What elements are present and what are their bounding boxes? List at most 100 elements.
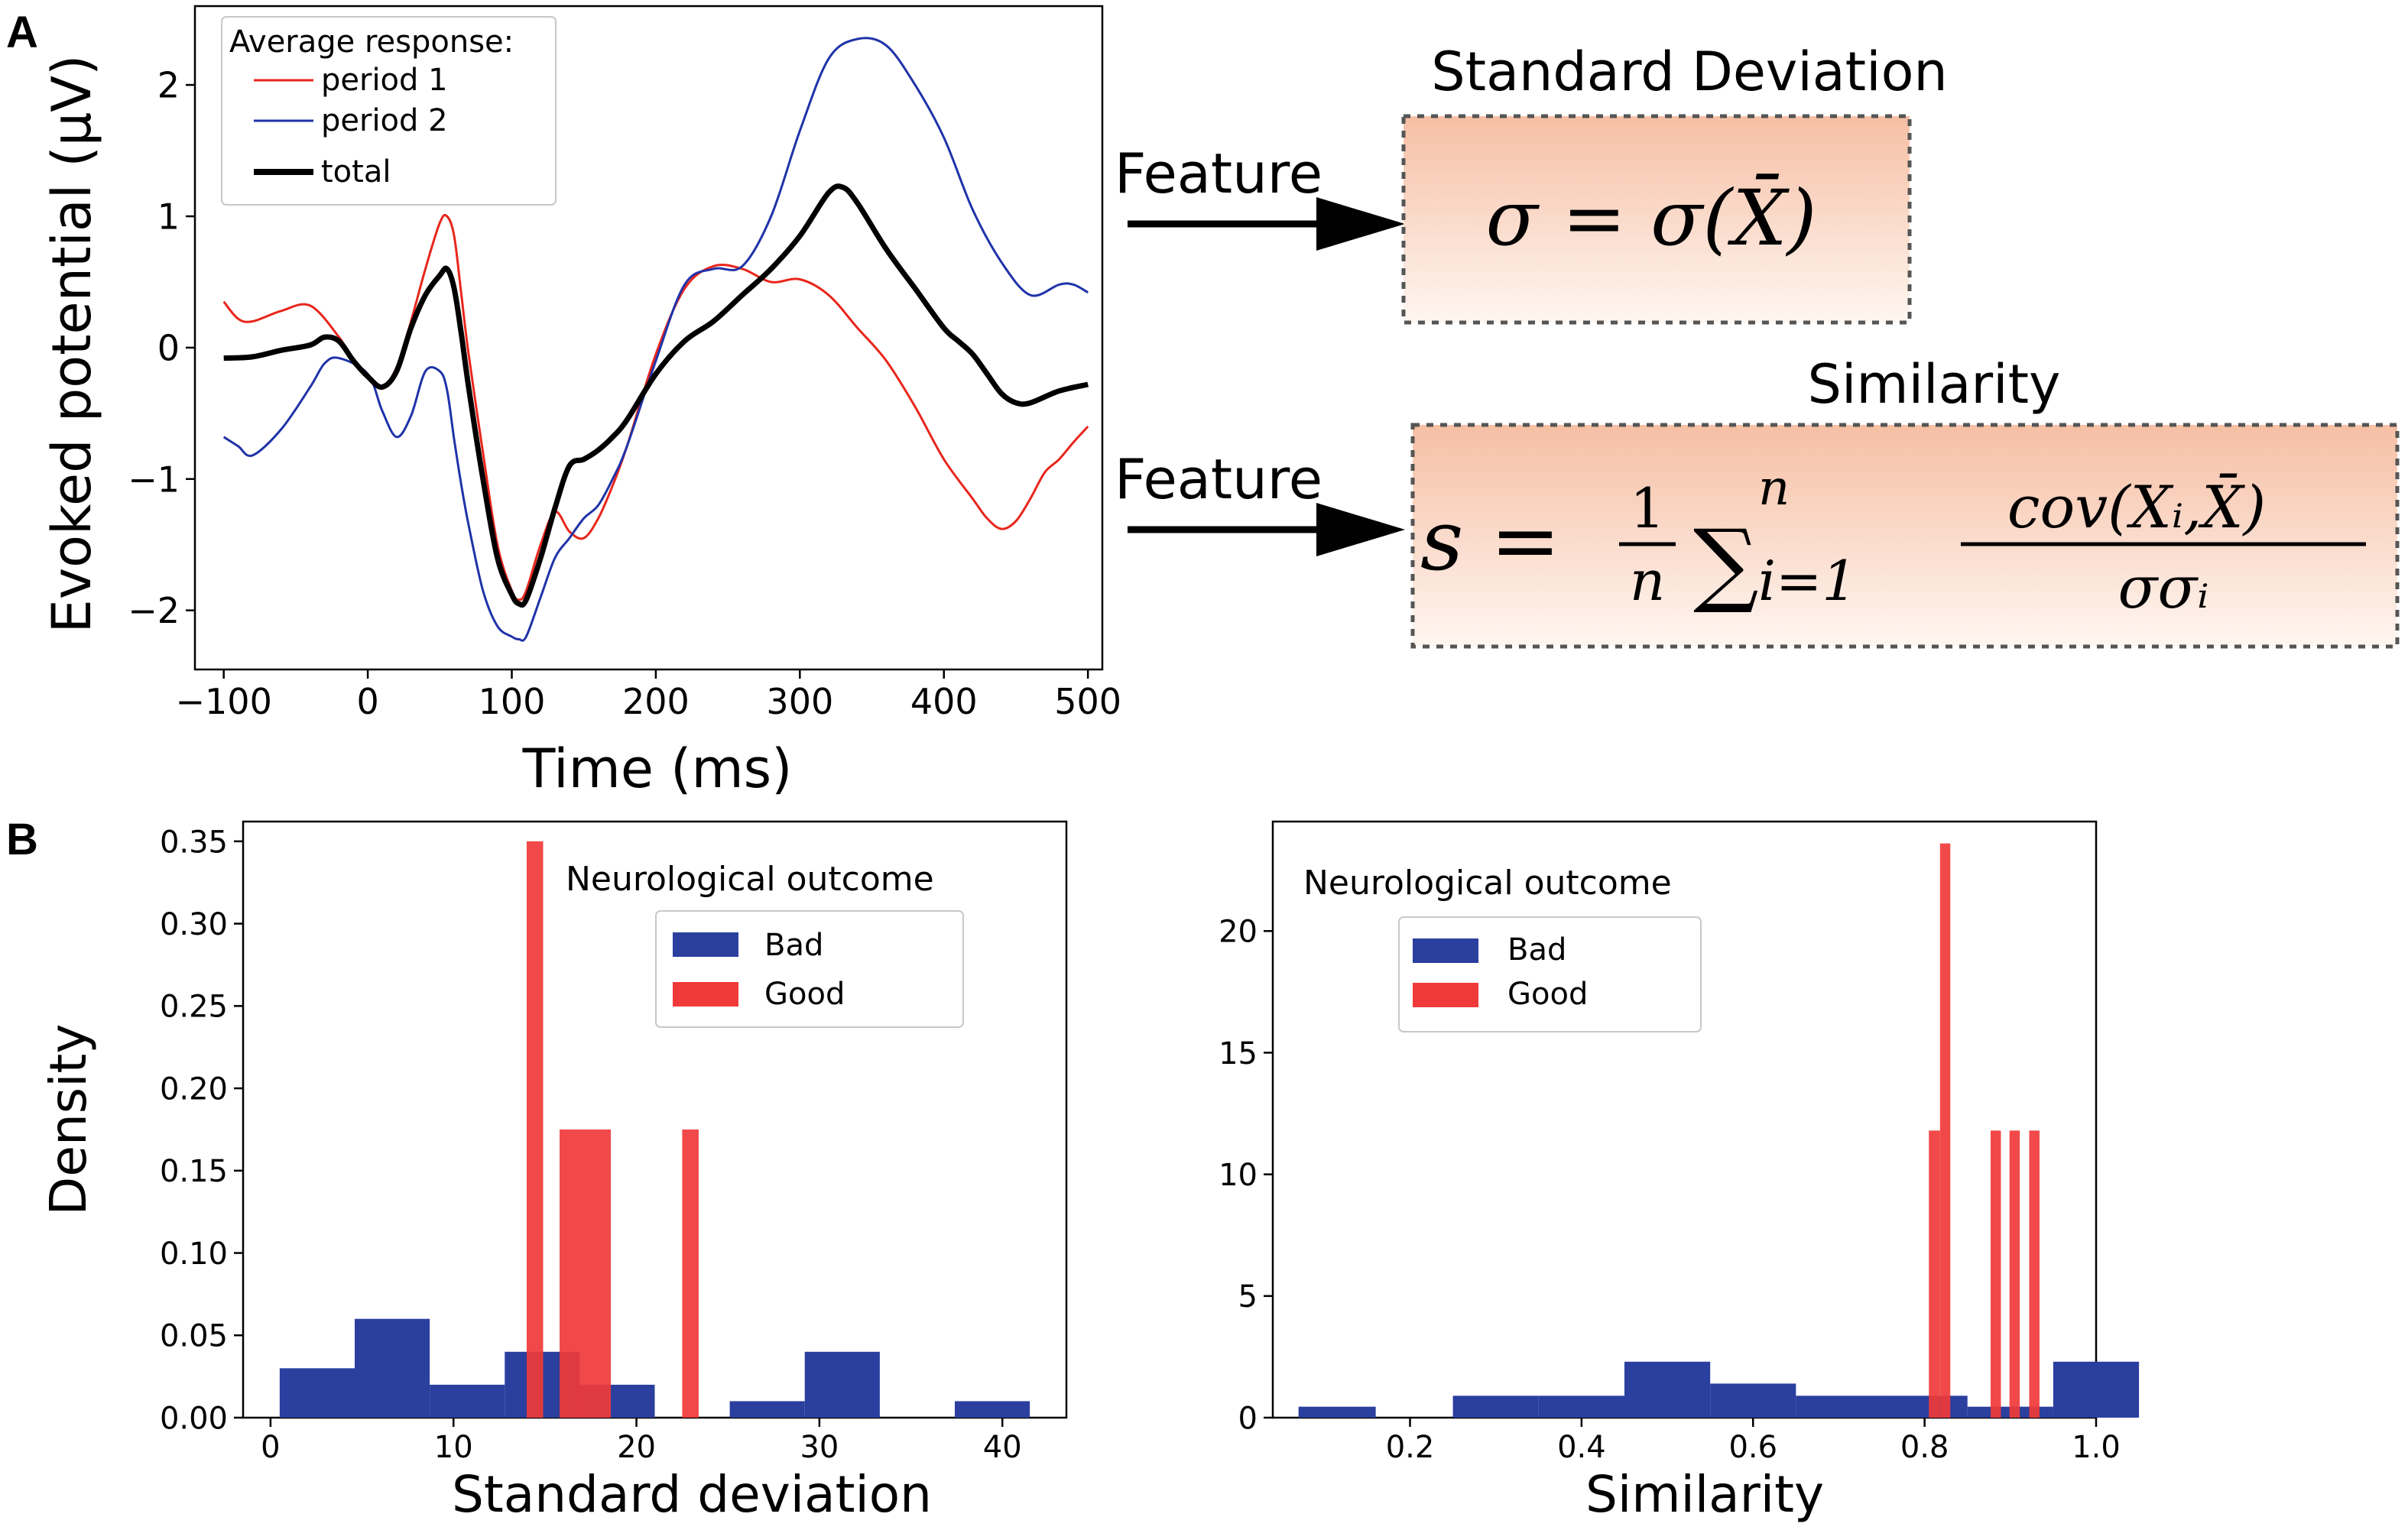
legend-swatch-bad: [673, 932, 738, 957]
x-tick-label-500: 500: [1054, 681, 1121, 722]
sim-ratio-num: cov(Xᵢ,X̄): [2007, 472, 2266, 541]
arrow-head-sim: [1316, 503, 1405, 556]
y-tick-label-0-15: 0.15: [160, 1154, 228, 1189]
bar-bad-5: [1796, 1395, 1882, 1418]
x-tick-label-100: −100: [176, 681, 272, 722]
sim-lhs: s =: [1420, 491, 1561, 589]
bar-bad-0: [1298, 1406, 1376, 1418]
bar-good-1: [560, 1129, 612, 1418]
bar-bad-4: [1710, 1383, 1796, 1418]
std-title: Standard Deviation: [1431, 41, 1948, 103]
bar-bad-2: [1538, 1395, 1624, 1418]
y-tick-label-15: 15: [1219, 1036, 1258, 1071]
std-formula: σ = σ(X̄): [1485, 173, 1816, 263]
legend: Neurological outcome Bad Good: [566, 860, 964, 1028]
x-tick-label-100: 100: [479, 681, 546, 722]
y-tick-label-0: 0: [157, 327, 180, 368]
sim-title: Similarity: [1808, 353, 2061, 416]
bar-bad-8: [2053, 1361, 2140, 1418]
bar-good-3: [2009, 1130, 2020, 1418]
legend-title: Neurological outcome: [566, 860, 934, 899]
x-axis-label: Similarity: [1585, 1465, 1824, 1524]
series-line-period-2: [222, 37, 1089, 642]
y-tick-label-10: 10: [1219, 1158, 1258, 1193]
feature-std: Feature Standard Deviation σ = σ(X̄): [1115, 41, 1948, 325]
legend-label-good: Good: [1507, 977, 1588, 1012]
legend-swatch-good: [1413, 983, 1478, 1007]
feature-sim: Feature Similarity s = 1 n ∑ n i=1 cov(X…: [1115, 353, 2400, 649]
sim-sum-upper: n: [1758, 460, 1790, 517]
std-formula-box: [1401, 114, 1912, 325]
sim-frac-den: n: [1630, 549, 1665, 613]
evoked-potential-chart: −100 0 100 200 300 400 500 −2 −1 0 1 2 Time (ms) Ev…: [41, 5, 1121, 800]
sim-frac-num: 1: [1630, 476, 1665, 540]
plot-frame: [1271, 820, 2098, 1419]
x-tick-label-0-4: 0.4: [1557, 1430, 1606, 1465]
y-tick-label-0-35: 0.35: [160, 825, 228, 860]
y-axis-label: Density: [39, 1024, 98, 1216]
x-tick-label-0-2: 0.2: [1386, 1430, 1435, 1465]
x-tick-label-20: 20: [617, 1430, 656, 1465]
legend-label-bad: Bad: [764, 928, 823, 963]
y-tick-label-0: 0: [1238, 1401, 1258, 1436]
bar-bad-5: [729, 1401, 805, 1418]
feature-label-std: Feature: [1115, 141, 1322, 206]
bar-bad-1: [1452, 1395, 1539, 1418]
feature-label-sim: Feature: [1115, 447, 1322, 511]
legend-swatch-good: [673, 982, 738, 1006]
y-tick-label-0-25: 0.25: [160, 990, 228, 1025]
y-axis-label: Evoked potential (μV): [41, 55, 103, 634]
y-tick-label-0-20: 0.20: [160, 1071, 228, 1107]
legend: Neurological outcome Bad Good: [1303, 864, 1702, 1032]
series-line-total: [223, 183, 1089, 608]
y-tick-label-20: 20: [1219, 915, 1258, 950]
sim-sum-lower: i=1: [1758, 549, 1857, 613]
similarity-histogram: 0.2 0.4 0.6 0.8 1.0 0 5 10 15 20 Similarity Neuro…: [1219, 820, 2140, 1524]
x-tick-label-400: 400: [910, 681, 978, 722]
y-tick-label-0-00: 0.00: [160, 1401, 228, 1436]
y-tick-label-0-30: 0.30: [160, 907, 228, 942]
panel-label-b: B: [6, 815, 38, 864]
bar-bad-0: [279, 1368, 355, 1418]
bar-good-0: [526, 841, 544, 1418]
x-axis-label: Standard deviation: [452, 1465, 932, 1524]
bar-good-1: [1939, 843, 1951, 1418]
x-tick-label-0: 0: [356, 681, 378, 722]
x-tick-label-300: 300: [766, 681, 833, 722]
bar-bad-2: [430, 1384, 505, 1418]
bar-good-0: [1929, 1130, 1940, 1418]
y-tick-label-0-05: 0.05: [160, 1319, 228, 1354]
legend-label-period-2: period 2: [321, 103, 448, 138]
y-tick-label-1: 1: [157, 196, 180, 238]
x-tick-label-200: 200: [622, 681, 690, 722]
sim-formula: s = 1 n ∑ n i=1 cov(Xᵢ,X̄) σσᵢ: [1420, 460, 2366, 621]
x-tick-label-1-0: 1.0: [2072, 1430, 2121, 1465]
bar-bad-3: [1624, 1361, 1711, 1418]
sim-sigma: ∑: [1693, 511, 1759, 617]
bar-bad-8: [955, 1401, 1030, 1418]
std-histogram: 0 10 20 30 40 0.00 0.05 0.10 0.15 0.20 0.25 0.30 0.3…: [39, 820, 1068, 1524]
sim-ratio-den: σσᵢ: [2118, 553, 2208, 621]
bar-bad-1: [354, 1318, 430, 1418]
x-axis-label: Time (ms): [522, 737, 793, 800]
bar-bad-6: [1881, 1395, 1968, 1418]
legend-label-good: Good: [764, 977, 845, 1012]
x-tick-label-0-8: 0.8: [1900, 1430, 1949, 1465]
legend-box: [221, 16, 557, 206]
bar-good-2: [1991, 1130, 2001, 1418]
x-tick-label-0: 0: [261, 1430, 280, 1465]
arrow-head-std: [1316, 197, 1405, 251]
sim-formula-box: [1410, 423, 2400, 649]
legend-label-bad: Bad: [1507, 932, 1566, 968]
legend-title: Neurological outcome: [1303, 864, 1672, 903]
bar-good-2: [682, 1129, 699, 1418]
x-tick-label-0-6: 0.6: [1728, 1430, 1777, 1465]
y-tick-label-2: 2: [157, 65, 180, 106]
bar-good-4: [2029, 1130, 2040, 1418]
x-tick-label-30: 30: [800, 1430, 839, 1465]
bar-bad-6: [804, 1351, 880, 1418]
y-tick-label-1: −1: [128, 459, 180, 500]
legend-label-period-1: period 1: [321, 63, 448, 98]
y-tick-label-0-10: 0.10: [160, 1237, 228, 1272]
